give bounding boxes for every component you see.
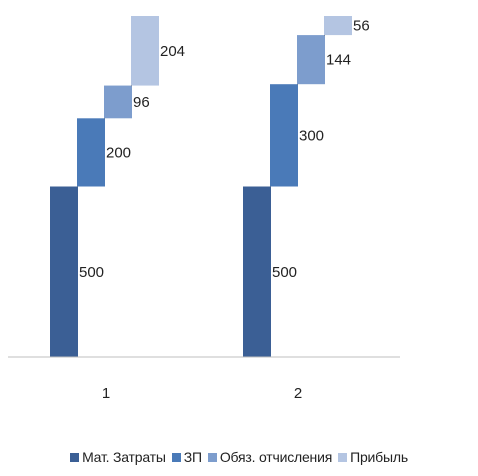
legend-item: Мат. Затраты [70,449,166,465]
bar-segment [324,16,352,36]
bar-segment [243,186,271,357]
legend-label: Мат. Затраты [82,449,166,465]
bar-segment [77,118,105,187]
legend-swatch [207,452,217,462]
legend-swatch [171,452,181,462]
data-label: 144 [326,52,351,69]
data-label: 500 [272,264,297,281]
data-label: 96 [133,94,150,111]
bar-segment [104,85,132,119]
bar-segment [50,186,78,357]
legend-label: Обяз. отчисления [219,449,333,465]
legend-label: Прибыль [350,449,408,465]
legend-swatch [338,452,348,462]
bar-segment [131,16,159,86]
data-label: 200 [106,144,131,161]
bar-segment [270,84,298,187]
bar-segment [297,35,325,85]
legend: Мат. Затраты ЗП Обяз. отчисления Прибыль [0,448,478,466]
data-label: 500 [79,264,104,281]
x-tick-label: 1 [102,385,110,402]
data-label: 204 [160,43,185,60]
legend-swatch [70,452,80,462]
legend-item: Прибыль [338,449,408,465]
legend-item: ЗП [171,449,202,465]
legend-item: Обяз. отчисления [207,449,333,465]
data-label: 56 [353,18,370,35]
data-label: 300 [299,127,324,144]
legend-label: ЗП [183,449,202,465]
x-tick-label: 2 [294,385,302,402]
